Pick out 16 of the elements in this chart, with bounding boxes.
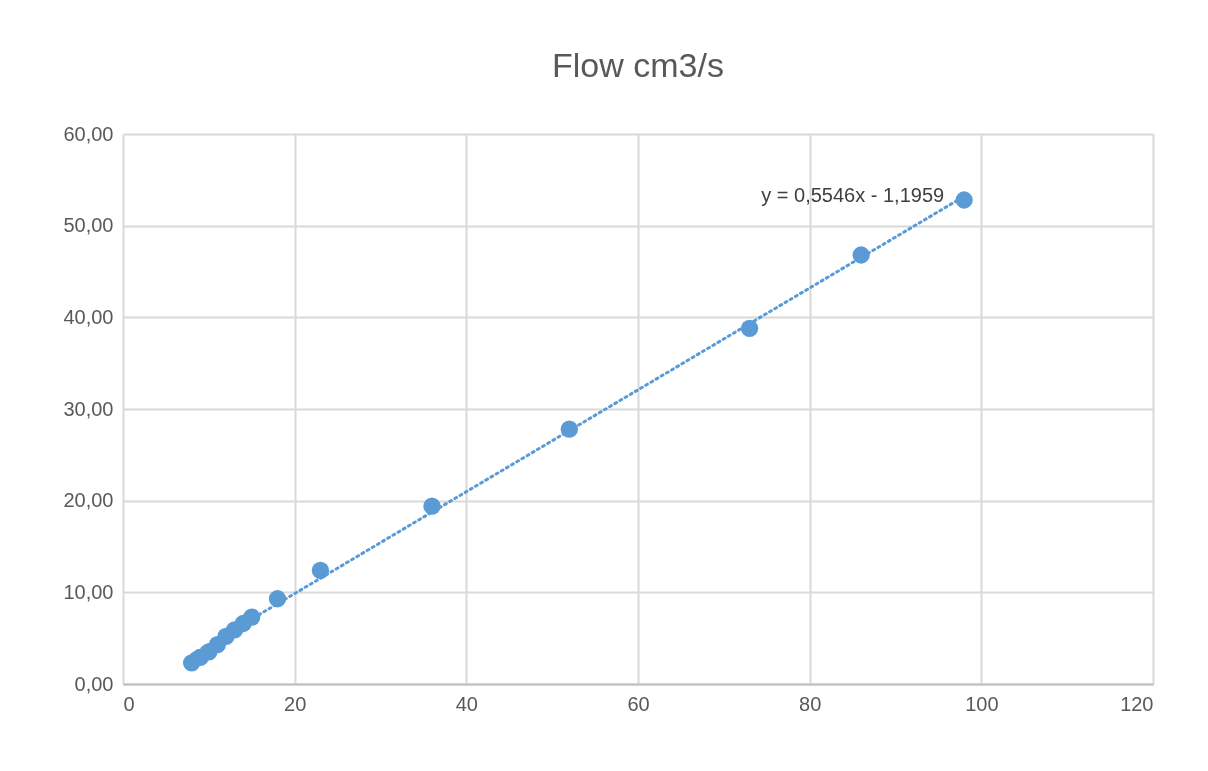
y-tick-label: 50,00 [63,214,114,237]
y-tick-label: 20,00 [63,489,114,512]
x-tick-label: 60 [627,692,650,715]
x-tick-label: 40 [455,692,478,715]
x-tick-label: 120 [1120,692,1154,715]
x-tick-label: 100 [965,692,999,715]
y-tick-label: 60,00 [63,122,114,145]
x-tick-label: 80 [799,692,822,715]
y-tick-label: 40,00 [63,305,114,328]
annotation: y = 0,5546x - 1,1959 [761,184,945,207]
chart-title: Flow cm3/s [552,46,724,84]
y-tick-label: 10,00 [63,580,114,603]
x-tick-label: 20 [284,692,307,715]
x-tick-label: 0 [123,692,135,715]
y-tick-label: 0,00 [74,672,114,695]
y-tick-label: 30,00 [63,397,114,420]
